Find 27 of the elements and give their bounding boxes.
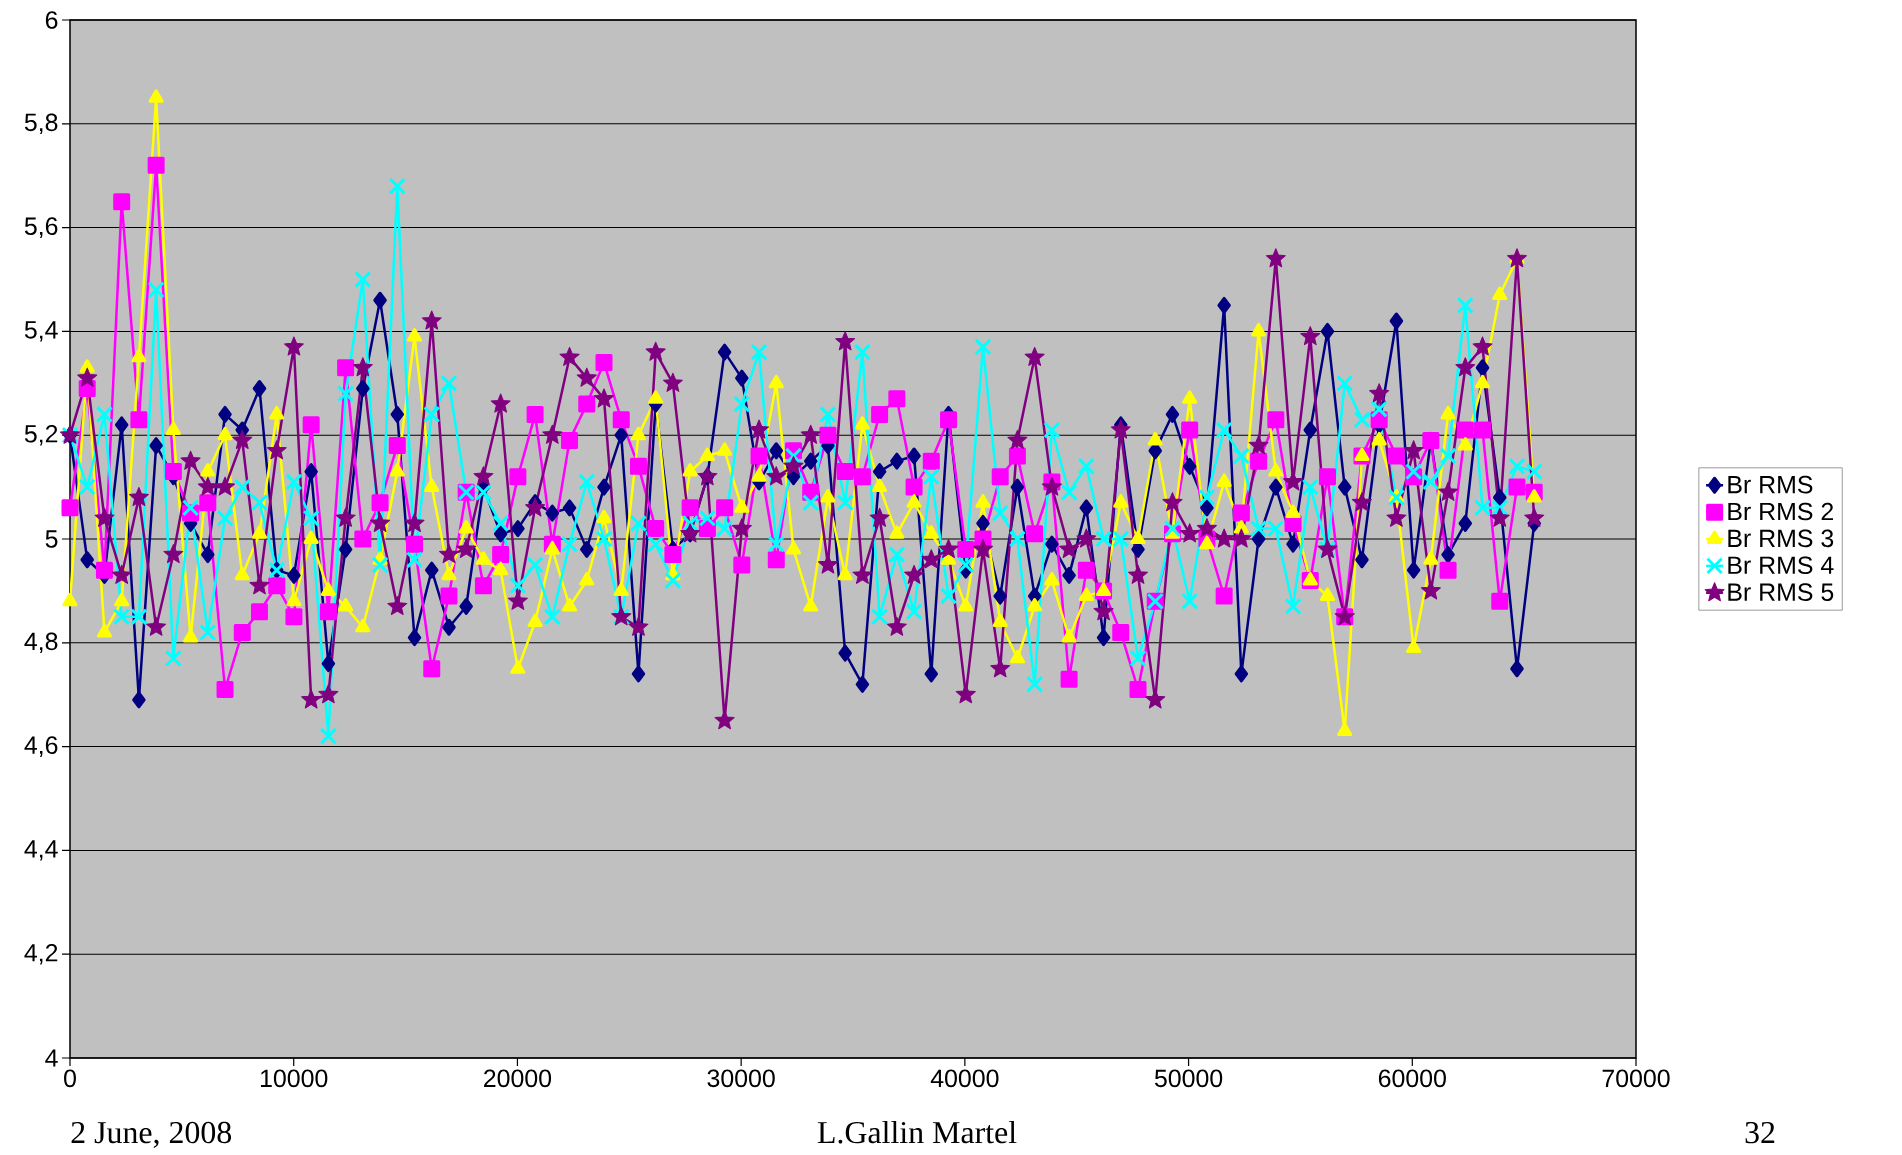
y-tick-label: 4 xyxy=(45,1049,58,1067)
y-tick-label: 5,2 xyxy=(24,424,58,446)
x-tick-label: 50000 xyxy=(1154,1069,1223,1088)
y-tick-label: 5,4 xyxy=(24,321,58,342)
x-tick-label: 40000 xyxy=(930,1069,999,1088)
y-tick-label: 4,6 xyxy=(24,736,58,757)
x-tick-label: 20000 xyxy=(484,1069,552,1088)
legend-label: Br RMS 2 xyxy=(1728,502,1833,521)
y-tick-label: 6 xyxy=(45,11,58,29)
text: 32 xyxy=(1745,1121,1775,1144)
legend-label: Br RMS 4 xyxy=(1728,556,1834,575)
text: 2 June, 2008 xyxy=(71,1121,232,1148)
y-tick-label: 4,2 xyxy=(24,943,58,965)
legend-label: Br RMS 3 xyxy=(1728,529,1834,548)
legend-label: Br RMS xyxy=(1728,475,1813,494)
text: L.Gallin Martel xyxy=(817,1120,1017,1144)
x-tick-label: 60000 xyxy=(1378,1069,1446,1088)
x-tick-label: 70000 xyxy=(1602,1069,1670,1088)
x-tick-label: 0 xyxy=(64,1069,76,1088)
y-tick-label: 4,4 xyxy=(24,840,58,861)
x-tick-label: 30000 xyxy=(707,1069,775,1088)
y-tick-label: 4,8 xyxy=(24,632,58,654)
x-tick-label: 10000 xyxy=(260,1069,328,1088)
y-tick-label: 5,6 xyxy=(24,217,58,238)
y-tick-label: 5 xyxy=(45,530,58,548)
legend-label: Br RMS 5 xyxy=(1728,583,1834,601)
y-tick-label: 5,8 xyxy=(24,113,58,135)
